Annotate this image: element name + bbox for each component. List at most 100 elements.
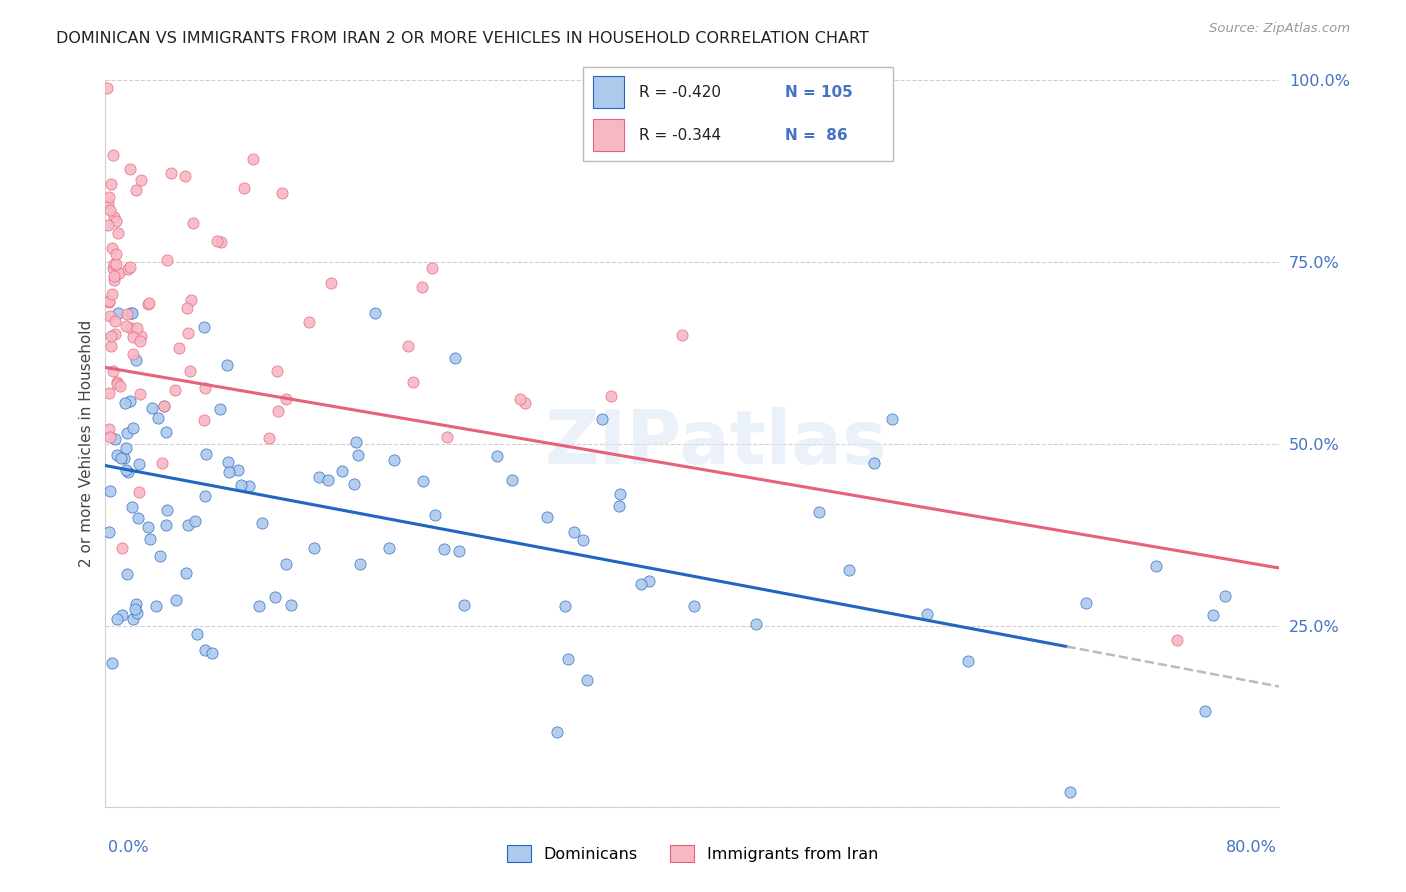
Point (139, 532, 162, 546)
Point (218, 465, 240, 479)
Point (117, 307, 139, 321)
Point (105, 612, 128, 626)
Point (127, 511, 149, 525)
Point (120, 162, 142, 177)
Point (231, 477, 253, 491)
Point (308, 470, 330, 484)
Point (104, 327, 127, 342)
Point (349, 557, 371, 571)
Point (402, 375, 425, 389)
Point (180, 293, 202, 307)
Point (591, 412, 613, 426)
Point (274, 557, 297, 571)
Point (156, 253, 179, 268)
Point (111, 607, 134, 622)
Point (125, 320, 148, 334)
Point (745, 616, 768, 631)
Point (115, 425, 138, 440)
Point (267, 403, 290, 417)
Point (176, 301, 198, 316)
Text: Source: ZipAtlas.com: Source: ZipAtlas.com (1209, 22, 1350, 36)
Point (110, 450, 132, 465)
Point (209, 402, 232, 417)
Point (1194, 704, 1216, 718)
Point (145, 599, 167, 614)
Point (217, 455, 239, 469)
Point (557, 652, 579, 666)
Point (104, 214, 127, 228)
Point (266, 364, 288, 378)
Point (423, 508, 446, 522)
Point (97, 386, 120, 401)
Point (128, 387, 150, 401)
Point (609, 487, 631, 501)
Point (105, 375, 128, 389)
Point (193, 320, 215, 334)
Point (209, 235, 232, 249)
Point (193, 413, 215, 427)
Point (671, 327, 693, 342)
Point (129, 173, 152, 187)
Point (155, 503, 177, 517)
Point (554, 599, 576, 613)
Point (232, 180, 254, 194)
Point (1166, 633, 1188, 648)
Point (122, 420, 145, 434)
Point (515, 396, 537, 410)
Point (103, 257, 125, 271)
Point (270, 186, 292, 201)
Point (862, 456, 884, 470)
Text: DOMINICAN VS IMMIGRANTS FROM IRAN 2 OR MORE VEHICLES IN HOUSEHOLD CORRELATION CH: DOMINICAN VS IMMIGRANTS FROM IRAN 2 OR M… (56, 31, 869, 46)
Point (536, 510, 558, 524)
Point (101, 656, 124, 670)
Text: N =  86: N = 86 (785, 128, 848, 143)
Point (257, 431, 280, 445)
Point (155, 425, 177, 440)
Point (115, 441, 138, 455)
Point (1074, 596, 1097, 610)
Point (114, 395, 136, 409)
Point (838, 563, 860, 577)
Point (129, 334, 152, 348)
Point (124, 602, 146, 616)
Point (115, 566, 138, 581)
Point (96, 80, 118, 95)
Point (571, 533, 593, 547)
Point (226, 463, 249, 477)
Point (167, 341, 190, 355)
Point (194, 642, 217, 657)
Point (100, 241, 122, 255)
Point (808, 505, 831, 519)
Point (98, 309, 121, 323)
Text: ZIPatlas: ZIPatlas (544, 408, 887, 480)
Point (104, 257, 127, 271)
Point (97, 218, 120, 232)
Point (104, 313, 127, 327)
Text: 80.0%: 80.0% (1226, 840, 1277, 855)
Point (630, 577, 652, 591)
Point (136, 297, 159, 311)
Point (184, 514, 207, 528)
Point (378, 541, 401, 555)
Point (186, 627, 208, 641)
Point (122, 611, 145, 625)
Point (97, 295, 120, 310)
Point (141, 401, 163, 415)
Point (146, 411, 169, 425)
Point (1202, 607, 1225, 622)
Point (101, 287, 124, 301)
Point (509, 392, 531, 407)
Point (117, 261, 139, 276)
Point (364, 306, 387, 320)
Point (637, 574, 659, 589)
Point (101, 260, 124, 275)
Bar (593, 120, 624, 152)
Point (264, 590, 287, 604)
Point (453, 599, 475, 613)
Point (444, 351, 467, 365)
Text: R = -0.344: R = -0.344 (640, 128, 721, 143)
Point (501, 473, 523, 487)
Point (122, 330, 145, 344)
Point (956, 654, 979, 668)
Point (274, 392, 297, 406)
